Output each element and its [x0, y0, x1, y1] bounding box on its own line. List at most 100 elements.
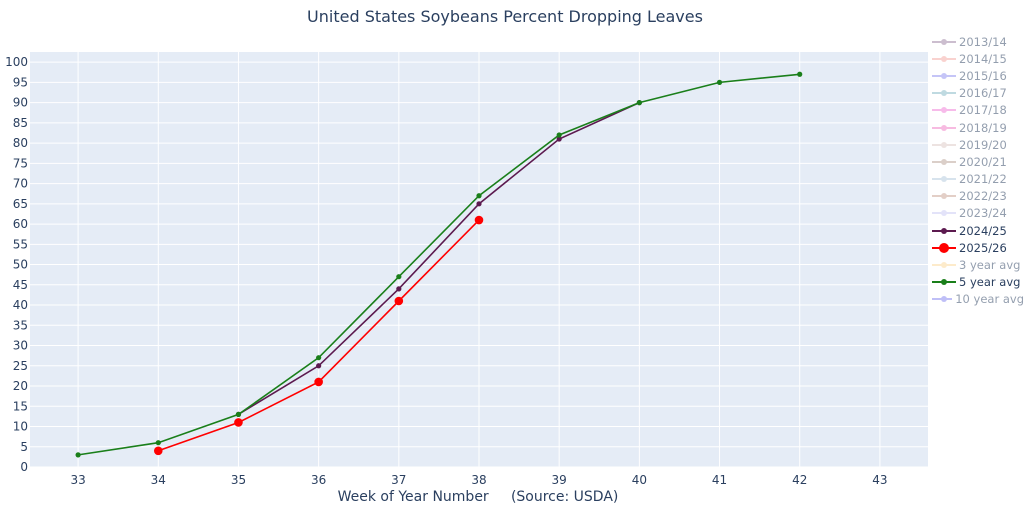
legend-label: 2023/24 — [959, 206, 1007, 221]
data-point[interactable] — [396, 274, 402, 280]
legend-swatch-icon — [932, 53, 956, 65]
legend-item[interactable]: 2016/17 — [928, 85, 1024, 102]
y-tick-label: 60 — [13, 217, 28, 231]
legend-swatch-icon — [932, 259, 956, 271]
legend-label: 2021/22 — [959, 172, 1007, 187]
data-point[interactable] — [314, 377, 323, 387]
x-tick-label: 43 — [872, 473, 887, 487]
legend-item[interactable]: 2017/18 — [928, 102, 1024, 119]
legend-item[interactable]: 2022/23 — [928, 188, 1024, 205]
legend-swatch-icon — [932, 156, 956, 168]
data-point[interactable] — [797, 71, 803, 77]
legend-label: 2018/19 — [959, 120, 1007, 135]
y-axis-ticks: 0 5 10 15 20 25 30 35 40 45 50 55 60 65 70 75 80 85 90 95 10… — [5, 55, 28, 474]
legend-label: 5 year avg — [959, 275, 1021, 290]
data-point[interactable] — [556, 132, 562, 138]
legend-label: 10 year avg — [955, 292, 1024, 307]
legend-label: 2019/20 — [959, 137, 1007, 152]
legend-item[interactable]: 2020/21 — [928, 153, 1024, 170]
y-tick-label: 0 — [20, 460, 28, 474]
legend-swatch-icon — [932, 87, 956, 99]
y-tick-label: 80 — [13, 136, 28, 150]
y-tick-label: 90 — [13, 96, 28, 110]
legend-swatch-icon — [932, 293, 953, 305]
y-tick-label: 70 — [13, 177, 28, 191]
x-tick-label: 33 — [70, 473, 85, 487]
legend-item[interactable]: 2024/25 — [928, 222, 1024, 239]
legend-label: 2015/16 — [959, 68, 1007, 83]
x-axis-ticks: 33 34 35 36 37 38 39 40 41 42 43 — [70, 473, 887, 487]
data-point[interactable] — [153, 446, 163, 456]
y-tick-label: 45 — [13, 278, 28, 292]
legend-item[interactable]: 10 year avg — [928, 291, 1024, 308]
y-tick-label: 10 — [13, 420, 28, 434]
y-tick-label: 40 — [13, 298, 28, 312]
legend-label: 3 year avg — [959, 258, 1021, 273]
legend-swatch-icon — [932, 104, 956, 116]
x-gridlines — [77, 52, 881, 467]
x-tick-label: 40 — [632, 473, 647, 487]
y-tick-label: 30 — [13, 339, 28, 353]
x-tick-label: 37 — [391, 473, 406, 487]
y-tick-label: 65 — [13, 197, 28, 211]
legend-item[interactable]: 2013/14 — [928, 33, 1024, 50]
data-point[interactable] — [556, 136, 562, 142]
y-tick-label: 50 — [13, 258, 28, 272]
legend-label: 2024/25 — [959, 223, 1007, 238]
data-point[interactable] — [636, 100, 642, 106]
data-point[interactable] — [155, 440, 161, 446]
legend-item[interactable]: 2025/26 — [928, 239, 1024, 256]
data-point[interactable] — [234, 418, 243, 427]
legend-swatch-icon — [932, 225, 956, 237]
legend-label: 2014/15 — [959, 51, 1007, 66]
legend-swatch-icon — [932, 190, 956, 202]
data-point[interactable] — [394, 296, 404, 306]
y-tick-label: 20 — [13, 379, 28, 393]
x-tick-label: 36 — [311, 473, 326, 487]
x-tick-label: 38 — [471, 473, 486, 487]
legend-item[interactable]: 5 year avg — [928, 274, 1024, 291]
data-point[interactable] — [716, 79, 723, 85]
series-line — [238, 101, 640, 416]
x-tick-label: 39 — [552, 473, 567, 487]
data-point[interactable] — [316, 355, 322, 361]
legend-swatch-icon — [932, 207, 956, 219]
y-tick-label: 55 — [13, 237, 28, 251]
x-tick-label: 42 — [792, 473, 807, 487]
legend-item[interactable]: 3 year avg — [928, 256, 1024, 273]
y-tick-label: 95 — [13, 75, 28, 89]
data-point[interactable] — [476, 193, 482, 199]
x-tick-label: 34 — [151, 473, 166, 487]
legend-swatch-icon — [932, 173, 956, 185]
x-tick-label: 35 — [231, 473, 246, 487]
legend-label: 2017/18 — [959, 103, 1007, 118]
series-5-year-avg — [75, 71, 803, 458]
legend-item[interactable]: 2018/19 — [928, 119, 1024, 136]
legend-item[interactable]: 2014/15 — [928, 50, 1024, 67]
legend-label: 2022/23 — [959, 189, 1007, 204]
legend-label: 2013/14 — [959, 34, 1007, 49]
data-point[interactable] — [396, 286, 402, 292]
y-gridlines — [30, 61, 928, 468]
legend-item[interactable]: 2015/16 — [928, 67, 1024, 84]
x-tick-label: 41 — [712, 473, 727, 487]
data-point[interactable] — [235, 411, 242, 417]
data-point[interactable] — [75, 452, 81, 458]
data-point[interactable] — [474, 215, 484, 225]
y-tick-label: 5 — [20, 440, 28, 454]
legend-item[interactable]: 2021/22 — [928, 171, 1024, 188]
legend-item[interactable]: 2019/20 — [928, 136, 1024, 153]
chart-title: United States Soybeans Percent Dropping … — [307, 7, 703, 26]
y-tick-label: 100 — [5, 55, 28, 69]
legend-item[interactable]: 2023/24 — [928, 205, 1024, 222]
series-2025-26 — [153, 215, 484, 456]
legend-swatch-icon — [932, 70, 956, 82]
data-point[interactable] — [316, 363, 322, 369]
legend-label: 2020/21 — [959, 154, 1007, 169]
y-tick-label: 85 — [13, 116, 28, 130]
y-tick-label: 15 — [13, 399, 28, 413]
legend-swatch-icon — [932, 139, 956, 151]
legend-label: 2025/26 — [959, 240, 1007, 255]
data-point[interactable] — [476, 201, 482, 207]
